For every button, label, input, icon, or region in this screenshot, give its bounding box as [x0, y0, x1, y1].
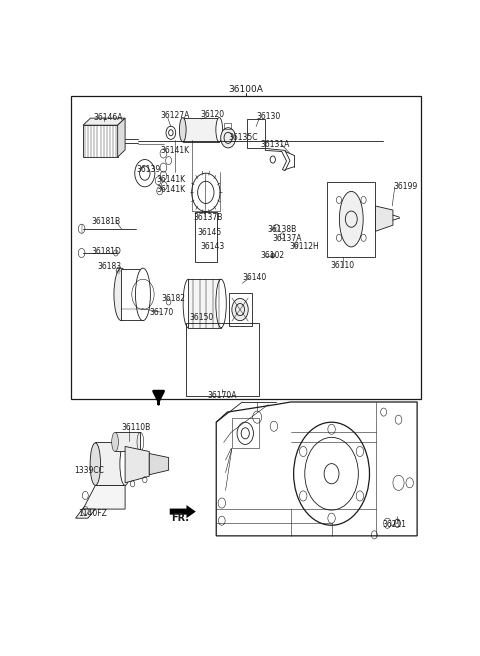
Text: 36199: 36199: [393, 182, 417, 192]
Text: 36110: 36110: [331, 261, 355, 270]
Bar: [232, 418, 259, 449]
Polygon shape: [149, 453, 168, 475]
Bar: [224, 123, 231, 129]
Text: 36141K: 36141K: [156, 175, 185, 184]
Text: 36137A: 36137A: [272, 234, 301, 243]
Ellipse shape: [112, 432, 119, 451]
Bar: [188, 279, 221, 328]
Circle shape: [294, 422, 370, 525]
Ellipse shape: [216, 117, 223, 142]
Circle shape: [232, 298, 248, 321]
Text: 36137B: 36137B: [193, 213, 223, 222]
Polygon shape: [118, 118, 125, 157]
Text: 36110B: 36110B: [121, 422, 151, 432]
Polygon shape: [83, 118, 125, 125]
Text: 36150: 36150: [190, 313, 214, 322]
Text: 36112H: 36112H: [290, 243, 320, 251]
Text: 36141K: 36141K: [156, 185, 185, 194]
Circle shape: [271, 253, 275, 258]
Text: 36120: 36120: [201, 110, 225, 119]
Text: 36131A: 36131A: [261, 140, 290, 149]
Ellipse shape: [114, 268, 129, 321]
Text: 36181B: 36181B: [92, 216, 121, 226]
Bar: [195, 212, 216, 262]
Ellipse shape: [339, 192, 363, 247]
Text: 36170: 36170: [149, 308, 174, 317]
Polygon shape: [83, 125, 118, 157]
Ellipse shape: [135, 268, 150, 321]
Text: 36141K: 36141K: [160, 146, 190, 155]
Ellipse shape: [90, 443, 100, 485]
Polygon shape: [170, 505, 196, 518]
Polygon shape: [76, 509, 96, 518]
Text: 36211: 36211: [383, 520, 407, 529]
Bar: [71, 96, 421, 400]
Bar: [121, 269, 143, 320]
Bar: [96, 442, 125, 485]
Text: 36145: 36145: [198, 228, 222, 237]
Ellipse shape: [216, 279, 226, 328]
Bar: [327, 182, 375, 256]
Text: 36127A: 36127A: [160, 111, 190, 119]
Text: 36170A: 36170A: [207, 392, 237, 400]
Circle shape: [221, 128, 236, 148]
Text: 36100A: 36100A: [228, 85, 264, 94]
Text: 36182: 36182: [161, 294, 185, 303]
Text: 36138B: 36138B: [267, 225, 297, 234]
Text: 36135C: 36135C: [228, 133, 258, 142]
Text: 36143: 36143: [201, 242, 225, 251]
Text: FR.: FR.: [172, 513, 190, 523]
Polygon shape: [216, 402, 417, 536]
Text: 36181D: 36181D: [92, 247, 121, 256]
Text: 36146A: 36146A: [94, 113, 123, 121]
Polygon shape: [265, 148, 290, 171]
Ellipse shape: [180, 117, 186, 142]
Bar: [186, 323, 259, 396]
Bar: [228, 293, 252, 326]
Ellipse shape: [120, 443, 130, 485]
Ellipse shape: [183, 279, 193, 328]
Circle shape: [192, 173, 220, 212]
Text: 36140: 36140: [242, 274, 266, 282]
Bar: [247, 119, 265, 148]
Bar: [115, 432, 140, 451]
Bar: [183, 117, 219, 142]
Polygon shape: [83, 485, 125, 509]
Polygon shape: [375, 206, 393, 232]
Polygon shape: [125, 447, 149, 483]
Text: 1140FZ: 1140FZ: [78, 508, 107, 518]
Text: 36102: 36102: [260, 251, 284, 260]
Text: 36130: 36130: [256, 112, 280, 121]
Text: 36139: 36139: [136, 165, 160, 174]
Circle shape: [135, 159, 155, 187]
Text: 1339CC: 1339CC: [74, 466, 104, 475]
Text: 36183: 36183: [97, 262, 121, 271]
